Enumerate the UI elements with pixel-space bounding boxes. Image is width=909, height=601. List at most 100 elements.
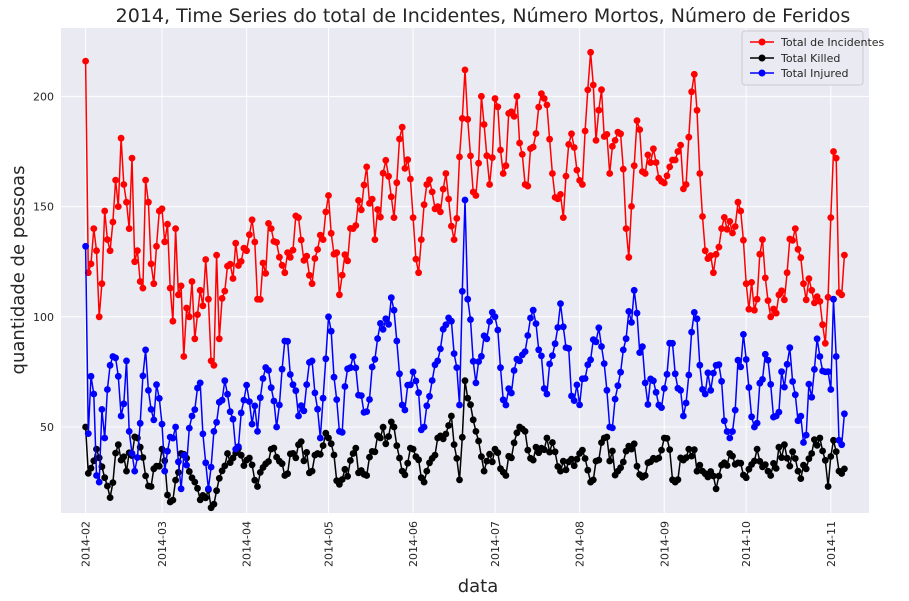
data-point <box>699 213 706 220</box>
data-point <box>619 165 627 173</box>
data-point <box>688 328 695 336</box>
data-point <box>202 494 210 502</box>
data-point <box>134 247 141 255</box>
data-point <box>802 431 810 439</box>
data-point <box>453 455 461 462</box>
data-point <box>469 416 477 424</box>
data-point <box>229 454 237 462</box>
data-point <box>690 309 698 316</box>
data-point <box>641 379 649 387</box>
data-point <box>472 192 480 199</box>
data-point <box>139 454 147 461</box>
data-point <box>456 476 463 484</box>
data-point <box>742 474 750 482</box>
data-point <box>106 494 114 501</box>
data-point <box>164 447 171 455</box>
data-point <box>191 335 199 343</box>
data-point <box>783 360 791 368</box>
data-point <box>491 95 499 102</box>
data-point <box>262 270 270 277</box>
data-point <box>114 441 122 449</box>
data-point <box>82 423 89 431</box>
data-point <box>357 206 365 214</box>
data-point <box>570 397 578 404</box>
data-point <box>221 287 229 295</box>
data-point <box>128 154 136 162</box>
data-point <box>660 179 668 187</box>
data-point <box>194 384 201 392</box>
data-point <box>267 225 275 233</box>
data-point <box>518 151 526 158</box>
legend-entry-incidents: Total de Incidentes <box>750 36 885 49</box>
data-point <box>412 255 420 263</box>
data-point <box>824 293 832 301</box>
data-point <box>194 484 201 492</box>
data-point <box>551 448 559 456</box>
data-point <box>794 245 802 253</box>
data-point <box>352 444 360 452</box>
data-point <box>488 458 496 466</box>
data-point <box>415 456 422 464</box>
plot-background <box>61 28 869 513</box>
data-point <box>300 407 308 415</box>
data-point <box>131 467 139 475</box>
data-point <box>712 250 720 258</box>
data-point <box>510 439 518 447</box>
data-point <box>472 379 480 387</box>
data-point <box>789 237 796 244</box>
data-point <box>188 278 196 285</box>
data-point <box>180 451 188 459</box>
data-point <box>248 461 256 469</box>
data-point <box>559 214 567 222</box>
data-point <box>524 332 532 339</box>
data-point <box>114 203 122 211</box>
legend-marker-killed <box>758 54 766 62</box>
data-point <box>800 439 807 446</box>
data-point <box>789 448 796 456</box>
data-point <box>838 441 846 449</box>
data-point <box>196 286 204 294</box>
data-point <box>319 236 327 244</box>
data-point <box>229 275 237 282</box>
data-point <box>540 95 548 102</box>
data-point <box>385 172 392 180</box>
data-point <box>808 393 816 401</box>
data-point <box>445 422 452 429</box>
data-point <box>240 462 248 469</box>
data-point <box>202 459 210 467</box>
data-point <box>819 447 826 455</box>
data-point <box>145 387 152 394</box>
data-point <box>437 345 444 353</box>
data-point <box>420 201 428 209</box>
data-point <box>696 461 704 469</box>
data-point <box>213 251 221 259</box>
data-point <box>265 458 272 465</box>
data-point <box>393 179 401 187</box>
data-point <box>374 335 381 342</box>
data-point <box>325 313 332 321</box>
data-point <box>486 318 493 325</box>
data-point <box>377 213 384 221</box>
data-point <box>731 223 739 230</box>
data-point <box>581 375 589 382</box>
data-point <box>693 106 701 114</box>
data-point <box>633 462 641 470</box>
data-point <box>778 287 785 295</box>
data-point <box>483 152 491 160</box>
data-point <box>93 472 100 479</box>
data-point <box>718 225 725 233</box>
data-point <box>95 313 103 321</box>
data-point <box>412 377 420 385</box>
data-point <box>540 385 548 392</box>
data-point <box>652 388 660 396</box>
data-point <box>625 308 633 315</box>
data-point <box>628 319 635 326</box>
data-point <box>188 412 196 420</box>
data-point <box>805 380 813 388</box>
data-point <box>483 457 491 465</box>
data-point <box>437 208 444 216</box>
data-point <box>155 462 163 470</box>
data-point <box>169 317 177 325</box>
series-layer <box>82 48 848 512</box>
data-point <box>213 487 221 495</box>
